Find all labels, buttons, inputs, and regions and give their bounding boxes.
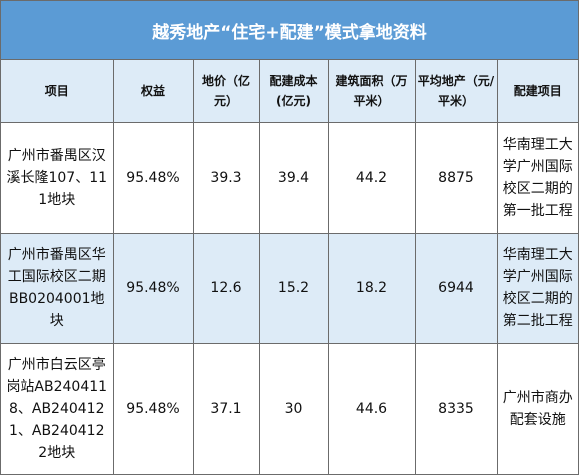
cell-floor-area: 44.2 bbox=[327, 122, 416, 234]
cell-floor-area: 18.2 bbox=[327, 232, 416, 344]
cell-avg-price: 6944 bbox=[414, 232, 498, 344]
header-supporting-project: 配建项目 bbox=[496, 60, 578, 123]
header-equity: 权益 bbox=[112, 60, 194, 123]
cell-construction-cost: 39.4 bbox=[258, 122, 329, 234]
cell-construction-cost: 30 bbox=[258, 342, 329, 474]
cell-equity: 95.48% bbox=[112, 122, 194, 234]
header-floor-area: 建筑面积（万平米） bbox=[327, 60, 416, 123]
table-row: 广州市白云区亭岗站AB2404118、AB2404121、AB2404122地块… bbox=[1, 342, 578, 474]
cell-land-price: 37.1 bbox=[192, 342, 260, 474]
cell-supporting-project: 华南理工大学广州国际校区二期的第一批工程 bbox=[496, 122, 578, 234]
cell-floor-area: 44.6 bbox=[327, 342, 416, 474]
cell-project: 广州市番禺区汉溪长隆107、111地块 bbox=[1, 122, 114, 234]
cell-avg-price: 8875 bbox=[414, 122, 498, 234]
table-row: 广州市番禺区华工国际校区二期BB0204001地块 95.48% 12.6 15… bbox=[1, 232, 578, 344]
cell-project: 广州市白云区亭岗站AB2404118、AB2404121、AB2404122地块 bbox=[1, 342, 114, 474]
header-construction-cost: 配建成本(亿元) bbox=[258, 60, 329, 123]
header-avg-price: 平均地产（元/平米） bbox=[414, 60, 498, 123]
cell-equity: 95.48% bbox=[112, 342, 194, 474]
table-header-row: 项目 权益 地价（亿元） 配建成本(亿元) 建筑面积（万平米） 平均地产（元/平… bbox=[1, 60, 578, 123]
table-title: 越秀地产“住宅+配建”模式拿地资料 bbox=[1, 1, 578, 60]
cell-land-price: 39.3 bbox=[192, 122, 260, 234]
header-land-price: 地价（亿元） bbox=[192, 60, 260, 123]
cell-avg-price: 8335 bbox=[414, 342, 498, 474]
cell-project: 广州市番禺区华工国际校区二期BB0204001地块 bbox=[1, 232, 114, 344]
cell-construction-cost: 15.2 bbox=[258, 232, 329, 344]
table-row: 广州市番禺区汉溪长隆107、111地块 95.48% 39.3 39.4 44.… bbox=[1, 122, 578, 234]
cell-supporting-project: 广州市商办配套设施 bbox=[496, 342, 578, 474]
land-data-table: 项目 权益 地价（亿元） 配建成本(亿元) 建筑面积（万平米） 平均地产（元/平… bbox=[1, 60, 578, 474]
cell-supporting-project: 华南理工大学广州国际校区二期的第二批工程 bbox=[496, 232, 578, 344]
header-project: 项目 bbox=[1, 60, 114, 123]
cell-equity: 95.48% bbox=[112, 232, 194, 344]
cell-land-price: 12.6 bbox=[192, 232, 260, 344]
